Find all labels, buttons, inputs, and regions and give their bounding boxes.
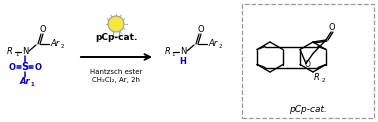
Text: S: S [22, 62, 29, 72]
Text: O: O [329, 24, 335, 32]
Circle shape [108, 16, 124, 32]
Text: 1: 1 [171, 51, 175, 56]
Text: Ar: Ar [20, 77, 30, 86]
Text: Hantzsch ester: Hantzsch ester [90, 69, 142, 75]
Text: O: O [8, 62, 15, 71]
Text: pCp-cat.: pCp-cat. [95, 34, 137, 42]
Text: 2: 2 [218, 44, 222, 49]
Text: 1: 1 [15, 51, 19, 56]
Text: O: O [198, 25, 204, 35]
Text: N: N [22, 47, 28, 56]
Text: H: H [180, 57, 186, 66]
Text: O: O [40, 25, 46, 35]
Text: CH₂Cl₂, Ar, 2h: CH₂Cl₂, Ar, 2h [92, 77, 140, 83]
Text: Ar: Ar [208, 40, 218, 49]
Text: $: $ [114, 25, 118, 30]
Text: O: O [34, 62, 42, 71]
Text: 1: 1 [30, 81, 34, 86]
Text: pCp-cat.: pCp-cat. [289, 106, 327, 115]
Bar [242, 4, 374, 118]
Text: R: R [165, 47, 171, 56]
Text: R: R [314, 73, 320, 82]
Text: 2: 2 [60, 44, 64, 49]
Text: 2: 2 [321, 77, 325, 82]
Text: N: N [180, 47, 186, 56]
Text: Ar: Ar [50, 40, 60, 49]
Text: O: O [305, 60, 311, 69]
Text: R: R [7, 47, 13, 56]
